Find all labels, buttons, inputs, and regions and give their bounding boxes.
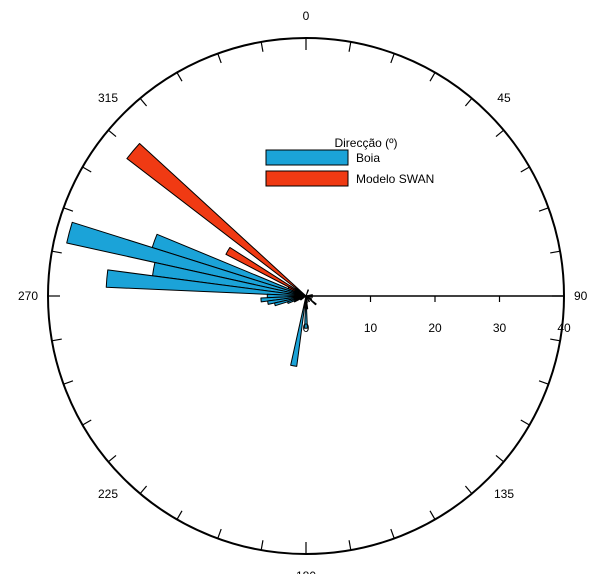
bar-boia-190 [290,295,307,367]
bar-swan-295 [287,286,307,297]
radial-tick-label-30: 30 [493,321,507,335]
direction-tick [139,97,148,107]
bar-swan-310 [126,142,307,297]
direction-tick [550,338,561,342]
radial-tick-label-20: 20 [428,321,442,335]
direction-tick [107,454,117,463]
direction-tick [176,510,183,520]
direction-tick [63,207,74,212]
direction-label-90: 90 [574,289,588,303]
direction-tick [464,485,473,495]
direction-tick [429,72,436,82]
direction-tick [217,528,222,539]
direction-labels: 0 45 90 135 180 225 270 315 [18,9,588,574]
direction-tick [348,41,352,52]
direction-label-0: 0 [303,9,310,23]
bar-boia-235 [300,295,307,301]
direction-tick [390,53,395,64]
radial-tick-label-0: 0 [303,321,310,335]
direction-tick [348,540,352,551]
direction-tick [63,380,74,385]
direction-tick [429,510,436,520]
direction-tick [390,528,395,539]
direction-label-180: 180 [296,569,316,574]
direction-tick [520,419,530,426]
direction-tick [176,72,183,82]
direction-tick [260,41,264,52]
legend: Direcção (º) Boia Modelo SWAN [265,136,434,187]
direction-tick [139,485,148,495]
radial-tick-label-10: 10 [364,321,378,335]
bar-boia-285 [66,221,307,297]
direction-tick [107,129,117,138]
legend-title: Direcção (º) [334,136,397,150]
bar-swan-300 [225,246,307,297]
direction-tick [51,250,62,254]
radial-tick-label-40: 40 [557,321,571,335]
direction-label-135: 135 [494,487,514,501]
direction-tick [538,380,549,385]
direction-tick [82,166,92,173]
bar-boia-180 [304,295,308,329]
direction-tick [82,419,92,426]
direction-tick [51,338,62,342]
direction-label-315: 315 [98,91,118,105]
direction-tick [550,250,561,254]
direction-tick [495,129,505,138]
bar-boia-275 [105,269,307,297]
direction-ticks [48,38,564,554]
direction-tick [520,166,530,173]
bars-layer [66,142,317,367]
direction-label-270: 270 [18,289,38,303]
legend-swatch-boia [265,149,349,166]
bar-boia-20 [305,289,309,297]
legend-label-swan: Modelo SWAN [356,172,434,186]
direction-tick [464,97,473,107]
direction-tick [260,540,264,551]
direction-label-225: 225 [98,487,118,501]
radial-axis: 0 10 20 30 40 [303,295,571,335]
direction-tick [495,454,505,463]
legend-swatch-swan [265,170,349,187]
direction-label-45: 45 [497,91,511,105]
legend-label-boia: Boia [356,151,380,165]
direction-tick [217,53,222,64]
direction-tick [538,207,549,212]
bar-boia-120 [305,295,313,300]
